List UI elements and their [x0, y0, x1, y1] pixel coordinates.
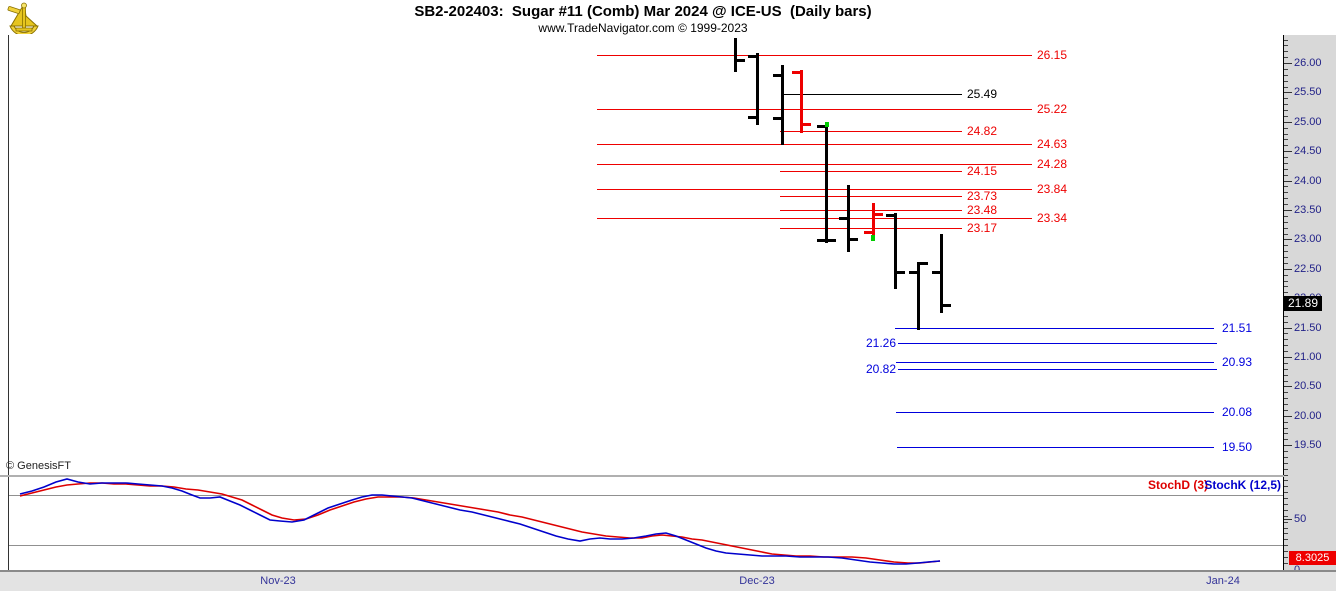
ohlc-bar	[940, 234, 943, 313]
ohlc-bar-tick	[817, 125, 825, 128]
price-level-line	[780, 196, 962, 197]
stoch-gridline	[9, 545, 1283, 546]
price-level-line	[597, 189, 1032, 190]
ohlc-bar	[734, 38, 737, 72]
price-axis-border	[1283, 35, 1284, 571]
genesisft-watermark: © GenesisFT	[6, 460, 71, 472]
ohlc-bar-tick	[748, 116, 756, 119]
price-level-label: 23.84	[1037, 182, 1068, 196]
ohlc-bar-tick	[748, 55, 756, 58]
price-level-label: 21.51	[1222, 321, 1253, 335]
chart-title: SB2-202403: Sugar #11 (Comb) Mar 2024 @ …	[414, 3, 872, 20]
price-level-label: 26.15	[1037, 48, 1068, 62]
price-level-line	[898, 343, 1217, 344]
price-level-line	[597, 144, 1032, 145]
ohlc-bar-tick	[897, 271, 905, 274]
ohlc-bar	[800, 70, 803, 133]
price-level-line	[597, 164, 1032, 165]
pane-separator	[0, 475, 1284, 477]
price-level-label: 25.22	[1037, 102, 1068, 116]
genesis-sextant-logo[interactable]	[4, 2, 44, 34]
ohlc-bar	[825, 125, 828, 243]
price-level-line	[897, 447, 1214, 448]
ohlc-bar	[756, 53, 759, 125]
x-axis-month-label: Dec-23	[739, 575, 775, 587]
ohlc-bar-tick	[773, 117, 781, 120]
price-level-line	[780, 228, 962, 229]
price-level-label: 23.48	[967, 203, 998, 217]
ohlc-bar-tick	[875, 213, 883, 216]
stochastic-pane[interactable]	[9, 477, 1283, 570]
price-level-label: 24.63	[1037, 137, 1068, 151]
x-axis-month-label: Jan-24	[1206, 575, 1240, 587]
ohlc-bar-tick	[932, 271, 940, 274]
stoch-legend-stoch_k: StochK (12,5)	[1204, 478, 1281, 492]
price-level-label: 21.26	[865, 336, 896, 350]
price-pane[interactable]	[9, 35, 1283, 474]
price-level-line	[782, 94, 962, 95]
price-level-label: 23.73	[967, 189, 998, 203]
x-axis-month-label: Nov-23	[260, 575, 296, 587]
price-level-label: 24.28	[1037, 157, 1068, 171]
price-level-line	[597, 218, 1032, 219]
price-level-label: 24.15	[967, 164, 998, 178]
ohlc-bar-tick	[792, 71, 800, 74]
ohlc-bar-tick	[943, 304, 951, 307]
ohlc-bar-tick	[864, 231, 872, 234]
last-price-badge: 21.89	[1284, 296, 1322, 311]
price-level-label: 20.08	[1222, 405, 1253, 419]
signal-marker-green	[871, 235, 875, 241]
x-axis-rule	[0, 570, 1336, 572]
chart-subtitle: www.TradeNavigator.com © 1999-2023	[538, 21, 748, 35]
ohlc-bar-tick	[920, 262, 928, 265]
price-level-label: 20.82	[865, 362, 896, 376]
ohlc-bar	[781, 65, 784, 145]
stoch-gridline	[9, 495, 1283, 496]
ohlc-bar-tick	[817, 239, 825, 242]
price-level-line	[597, 55, 1032, 56]
price-level-label: 20.93	[1222, 355, 1253, 369]
price-level-line	[896, 362, 1214, 363]
ohlc-bar-tick	[850, 238, 858, 241]
stoch-value-badge: 8.3025	[1289, 551, 1336, 565]
price-level-line	[896, 412, 1214, 413]
ohlc-bar-tick	[909, 271, 917, 274]
ohlc-bar	[847, 185, 850, 252]
price-level-label: 19.50	[1222, 440, 1253, 454]
price-level-line	[780, 171, 962, 172]
ohlc-bar-tick	[828, 239, 836, 242]
price-level-label: 23.34	[1037, 211, 1068, 225]
ohlc-bar-tick	[773, 74, 781, 77]
price-level-line	[780, 131, 962, 132]
ohlc-bar-tick	[839, 217, 847, 220]
signal-marker-green	[825, 122, 829, 127]
price-level-line	[597, 109, 1032, 110]
ohlc-bar-tick	[737, 59, 745, 62]
stoch-legend-stoch_d: StochD (3)	[1148, 478, 1208, 492]
price-level-label: 23.17	[967, 221, 998, 235]
ohlc-bar-tick	[886, 214, 894, 217]
ohlc-bar	[872, 203, 875, 236]
chart-left-border	[8, 35, 9, 571]
price-level-label: 25.49	[967, 87, 998, 101]
price-level-line	[895, 328, 1214, 329]
price-level-label: 24.82	[967, 124, 998, 138]
ohlc-bar	[894, 213, 897, 289]
x-axis-strip[interactable]	[0, 572, 1336, 591]
ohlc-bar-tick	[803, 123, 811, 126]
price-level-line	[898, 369, 1217, 370]
ohlc-bar	[917, 262, 920, 330]
price-level-line	[780, 210, 962, 211]
